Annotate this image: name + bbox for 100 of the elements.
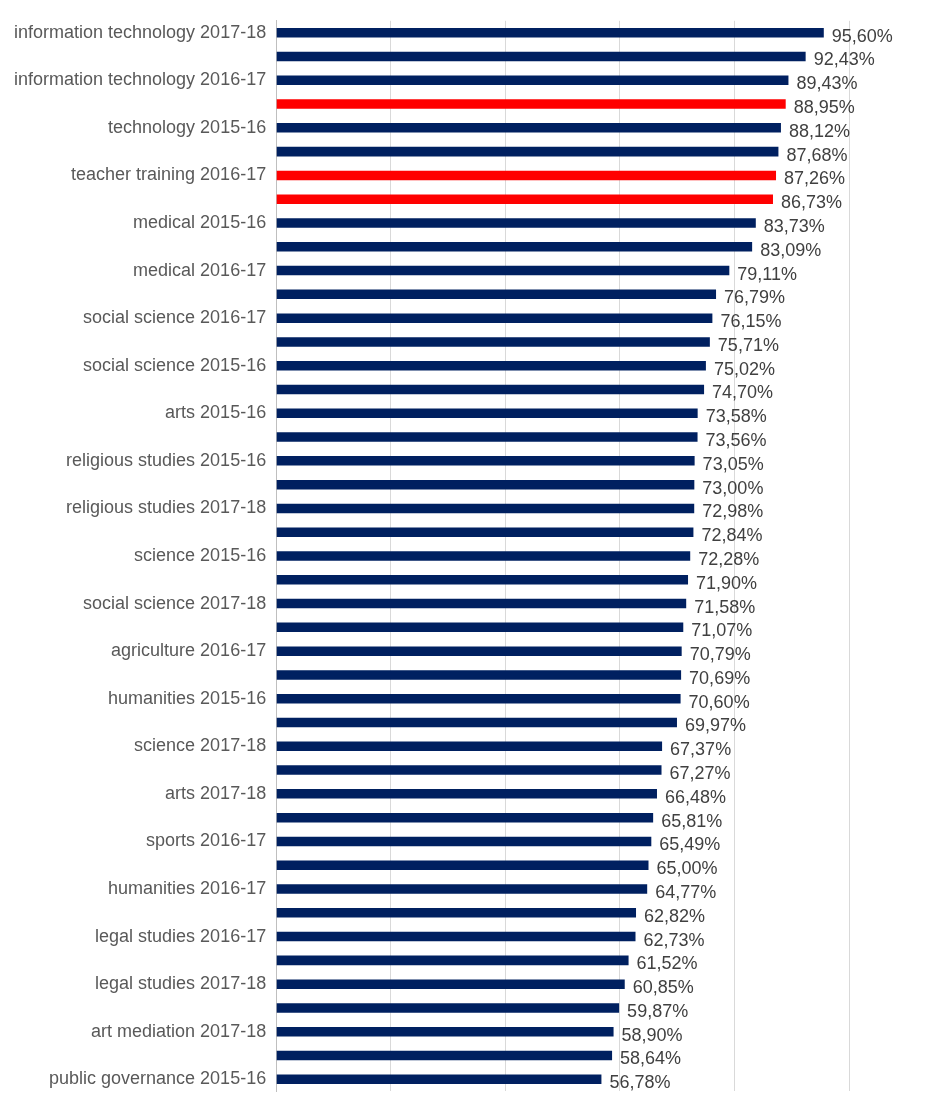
data-label: 72,98% <box>702 501 764 522</box>
data-label: 71,07% <box>691 620 753 641</box>
y-tick-label: art mediation 2017-18 <box>91 1020 267 1041</box>
data-label: 56,78% <box>609 1072 671 1093</box>
bar <box>276 194 773 204</box>
data-label: 72,84% <box>701 525 763 546</box>
y-tick-label: legal studies 2017-18 <box>95 973 267 994</box>
data-label: 67,27% <box>669 763 731 784</box>
data-label: 88,95% <box>793 97 855 118</box>
y-tick-label: public governance 2015-16 <box>49 1068 267 1089</box>
bar <box>276 551 691 561</box>
bar <box>276 527 694 537</box>
data-label: 62,73% <box>643 929 705 950</box>
bar <box>276 27 824 38</box>
data-label: 75,71% <box>717 334 779 355</box>
bar <box>276 242 753 252</box>
y-tick-label: teacher training 2016-17 <box>71 164 267 185</box>
data-label: 65,81% <box>661 810 723 831</box>
bar <box>276 836 652 847</box>
bar <box>276 1003 620 1013</box>
bar <box>276 812 654 823</box>
data-label: 87,68% <box>786 144 848 165</box>
bar <box>276 979 625 989</box>
bar <box>276 908 637 918</box>
y-tick-label: legal studies 2016-17 <box>95 925 267 946</box>
bar <box>276 218 756 228</box>
bar <box>276 884 648 894</box>
y-tick-label: medical 2016-17 <box>133 259 267 280</box>
bar <box>276 456 695 466</box>
bar <box>276 860 649 870</box>
data-label: 64,77% <box>655 881 717 902</box>
bar <box>276 408 698 419</box>
data-label: 73,56% <box>705 430 767 451</box>
y-tick-label: medical 2015-16 <box>133 211 267 232</box>
data-label: 86,73% <box>780 192 843 213</box>
data-label: 59,87% <box>627 1000 689 1021</box>
bar <box>276 717 677 728</box>
bar <box>276 313 713 323</box>
y-tick-label: religious studies 2017-18 <box>66 497 267 518</box>
bar <box>276 955 629 966</box>
data-label: 58,90% <box>621 1024 683 1045</box>
y-tick-label: information technology 2016-17 <box>14 69 267 90</box>
data-label: 58,64% <box>620 1048 682 1069</box>
bar <box>276 1074 602 1085</box>
data-label: 65,49% <box>659 834 721 855</box>
y-tick-label: humanities 2016-17 <box>108 877 267 898</box>
bar <box>276 598 687 609</box>
data-label: 61,52% <box>636 953 698 974</box>
data-label: 73,00% <box>702 477 764 498</box>
y-tick-label: sports 2016-17 <box>146 830 267 851</box>
bar <box>276 479 695 490</box>
data-label: 76,15% <box>720 311 782 332</box>
data-label: 76,79% <box>724 287 786 308</box>
y-tick-label: humanities 2015-16 <box>108 687 267 708</box>
y-tick-label: social science 2015-16 <box>83 354 267 375</box>
bar <box>276 1026 614 1037</box>
data-label: 60,85% <box>632 977 694 998</box>
data-label: 83,09% <box>760 239 822 260</box>
y-tick-label: religious studies 2015-16 <box>66 449 267 470</box>
bar <box>276 51 806 62</box>
data-label: 62,82% <box>644 905 706 926</box>
data-label: 67,37% <box>670 739 732 760</box>
bar <box>276 789 657 799</box>
data-label: 92,43% <box>813 49 875 70</box>
bar <box>276 931 636 942</box>
bar <box>276 146 779 157</box>
data-label: 88,12% <box>788 120 851 141</box>
bar <box>276 123 781 133</box>
y-tick-label: science 2015-16 <box>134 544 267 565</box>
bar <box>276 99 786 109</box>
data-label: 87,26% <box>784 168 846 189</box>
data-label: 72,28% <box>698 548 760 569</box>
bar <box>276 337 710 347</box>
bar <box>276 741 663 752</box>
bar <box>276 360 706 371</box>
data-label: 95,60% <box>831 25 893 46</box>
y-tick-label: arts 2017-18 <box>165 782 267 803</box>
data-label: 70,79% <box>689 644 751 665</box>
data-label: 73,05% <box>702 453 764 474</box>
data-label: 79,11% <box>737 263 798 284</box>
bar <box>276 670 682 680</box>
y-tick-label: arts 2015-16 <box>165 402 267 423</box>
bar <box>276 432 698 442</box>
data-label: 66,48% <box>664 786 727 807</box>
bar <box>276 75 789 86</box>
bar <box>276 1050 613 1061</box>
data-label: 71,90% <box>696 572 758 593</box>
bar <box>276 693 681 704</box>
data-label: 71,58% <box>694 596 756 617</box>
data-label: 70,60% <box>688 691 750 712</box>
y-tick-label: agriculture 2016-17 <box>111 640 267 661</box>
bar <box>276 503 695 514</box>
data-label: 89,43% <box>796 73 858 94</box>
bar <box>276 575 689 585</box>
y-tick-label: information technology 2017-18 <box>14 21 267 42</box>
data-label: 74,70% <box>712 382 774 403</box>
bar <box>276 646 682 656</box>
y-tick-label: technology 2015-16 <box>108 116 267 137</box>
data-label: 69,97% <box>684 715 747 736</box>
data-label: 83,73% <box>763 215 825 236</box>
